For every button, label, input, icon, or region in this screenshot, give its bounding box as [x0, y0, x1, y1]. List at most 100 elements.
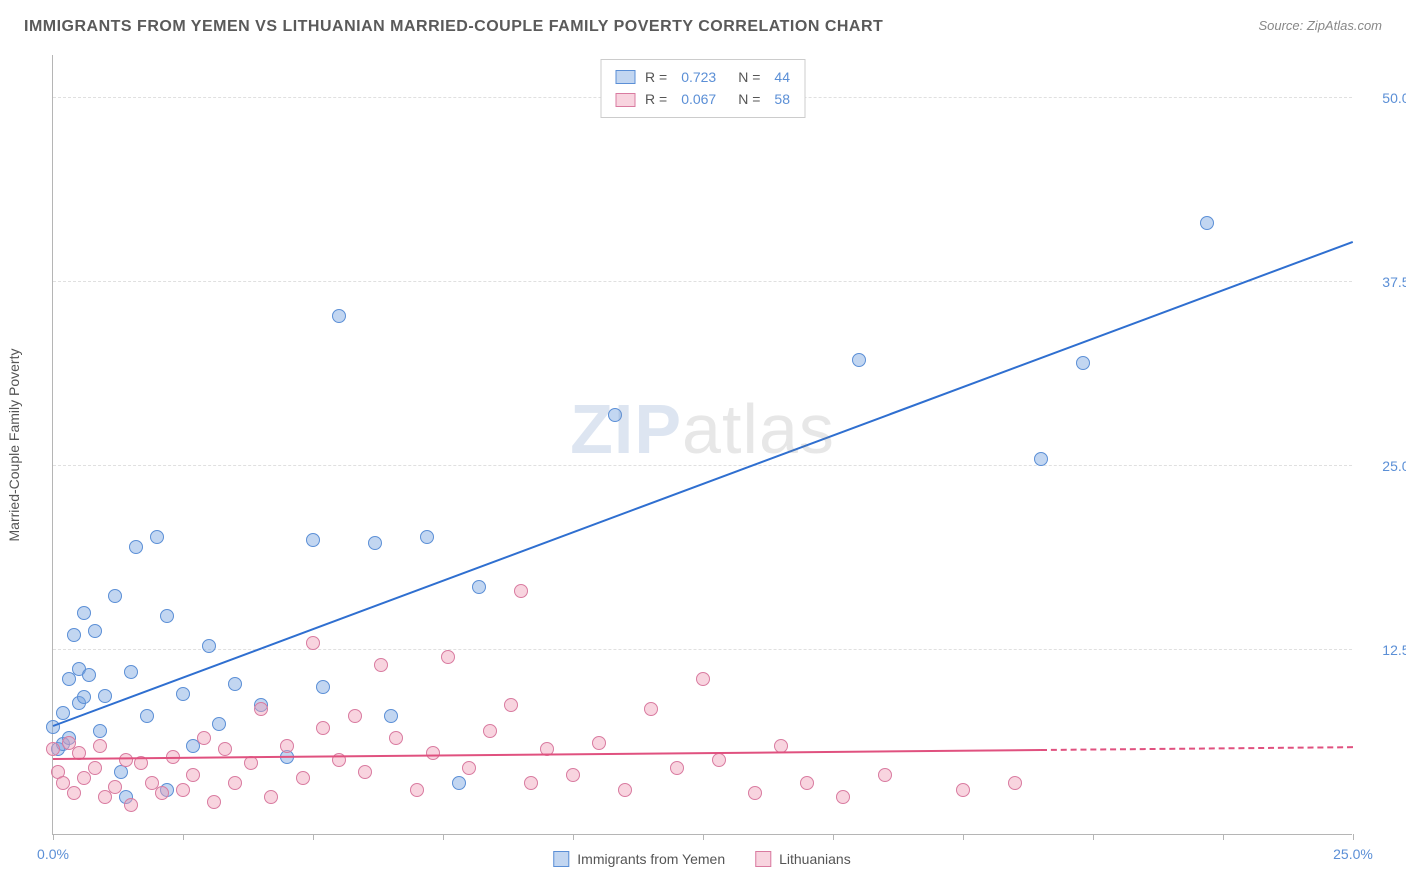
data-point-yemen [62, 672, 76, 686]
data-point-lithuanian [67, 786, 81, 800]
data-point-lithuanian [524, 776, 538, 790]
swatch-lithuanian-icon [615, 93, 635, 107]
data-point-lithuanian [244, 756, 258, 770]
legend-item-lithuanian: Lithuanians [755, 851, 851, 867]
r-label: R = [645, 88, 667, 110]
data-point-yemen [150, 530, 164, 544]
data-point-yemen [88, 624, 102, 638]
y-tick-label: 12.5% [1362, 642, 1406, 658]
data-point-yemen [108, 589, 122, 603]
swatch-lithuanian-icon [755, 851, 771, 867]
legend-item-yemen: Immigrants from Yemen [553, 851, 725, 867]
y-axis-label: Married-Couple Family Poverty [6, 349, 22, 542]
legend-label-lithuanian: Lithuanians [779, 851, 851, 867]
x-tick-label: 25.0% [1333, 846, 1373, 862]
x-tick [53, 834, 54, 840]
gridline [53, 281, 1352, 282]
watermark-atlas: atlas [682, 390, 835, 468]
watermark: ZIPatlas [570, 389, 835, 469]
data-point-lithuanian [207, 795, 221, 809]
data-point-yemen [77, 690, 91, 704]
series-legend: Immigrants from Yemen Lithuanians [553, 851, 850, 867]
data-point-yemen [124, 665, 138, 679]
x-tick [1353, 834, 1354, 840]
data-point-lithuanian [592, 736, 606, 750]
data-point-yemen [67, 628, 81, 642]
data-point-lithuanian [119, 753, 133, 767]
legend-label-yemen: Immigrants from Yemen [577, 851, 725, 867]
n-value-yemen: 44 [774, 66, 790, 88]
data-point-lithuanian [374, 658, 388, 672]
data-point-lithuanian [462, 761, 476, 775]
data-point-lithuanian [836, 790, 850, 804]
data-point-lithuanian [1008, 776, 1022, 790]
y-tick-label: 25.0% [1362, 458, 1406, 474]
data-point-lithuanian [155, 786, 169, 800]
n-label: N = [738, 88, 760, 110]
data-point-yemen [228, 677, 242, 691]
plot-area: ZIPatlas R = 0.723 N = 44 R = 0.067 N = … [52, 55, 1352, 835]
correlation-legend: R = 0.723 N = 44 R = 0.067 N = 58 [600, 59, 805, 118]
data-point-yemen [384, 709, 398, 723]
data-point-yemen [368, 536, 382, 550]
data-point-lithuanian [264, 790, 278, 804]
plot-wrap: Married-Couple Family Poverty ZIPatlas R… [52, 55, 1352, 835]
data-point-lithuanian [410, 783, 424, 797]
data-point-yemen [77, 606, 91, 620]
data-point-yemen [202, 639, 216, 653]
data-point-lithuanian [296, 771, 310, 785]
data-point-lithuanian [389, 731, 403, 745]
data-point-lithuanian [504, 698, 518, 712]
data-point-yemen [316, 680, 330, 694]
data-point-yemen [212, 717, 226, 731]
data-point-lithuanian [696, 672, 710, 686]
legend-row-lithuanian: R = 0.067 N = 58 [615, 88, 790, 110]
trendline [1041, 747, 1353, 752]
data-point-lithuanian [348, 709, 362, 723]
data-point-lithuanian [956, 783, 970, 797]
y-tick-label: 37.5% [1362, 274, 1406, 290]
data-point-lithuanian [748, 786, 762, 800]
gridline [53, 465, 1352, 466]
x-tick [443, 834, 444, 840]
data-point-yemen [1076, 356, 1090, 370]
data-point-lithuanian [218, 742, 232, 756]
r-value-yemen: 0.723 [681, 66, 716, 88]
data-point-lithuanian [878, 768, 892, 782]
n-label: N = [738, 66, 760, 88]
data-point-lithuanian [800, 776, 814, 790]
data-point-lithuanian [176, 783, 190, 797]
data-point-lithuanian [566, 768, 580, 782]
data-point-lithuanian [306, 636, 320, 650]
data-point-lithuanian [618, 783, 632, 797]
x-tick [313, 834, 314, 840]
x-tick-label: 0.0% [37, 846, 69, 862]
data-point-yemen [82, 668, 96, 682]
x-tick [1093, 834, 1094, 840]
data-point-lithuanian [46, 742, 60, 756]
data-point-lithuanian [644, 702, 658, 716]
swatch-yemen-icon [615, 70, 635, 84]
x-tick [963, 834, 964, 840]
gridline [53, 649, 1352, 650]
data-point-lithuanian [441, 650, 455, 664]
data-point-lithuanian [186, 768, 200, 782]
r-label: R = [645, 66, 667, 88]
data-point-lithuanian [108, 780, 122, 794]
data-point-lithuanian [93, 739, 107, 753]
data-point-yemen [1200, 216, 1214, 230]
data-point-lithuanian [670, 761, 684, 775]
data-point-lithuanian [358, 765, 372, 779]
data-point-yemen [472, 580, 486, 594]
data-point-yemen [129, 540, 143, 554]
data-point-yemen [852, 353, 866, 367]
data-point-lithuanian [426, 746, 440, 760]
data-point-lithuanian [77, 771, 91, 785]
data-point-lithuanian [316, 721, 330, 735]
data-point-lithuanian [712, 753, 726, 767]
x-tick [833, 834, 834, 840]
data-point-yemen [93, 724, 107, 738]
data-point-lithuanian [88, 761, 102, 775]
y-tick-label: 50.0% [1362, 90, 1406, 106]
x-tick [703, 834, 704, 840]
